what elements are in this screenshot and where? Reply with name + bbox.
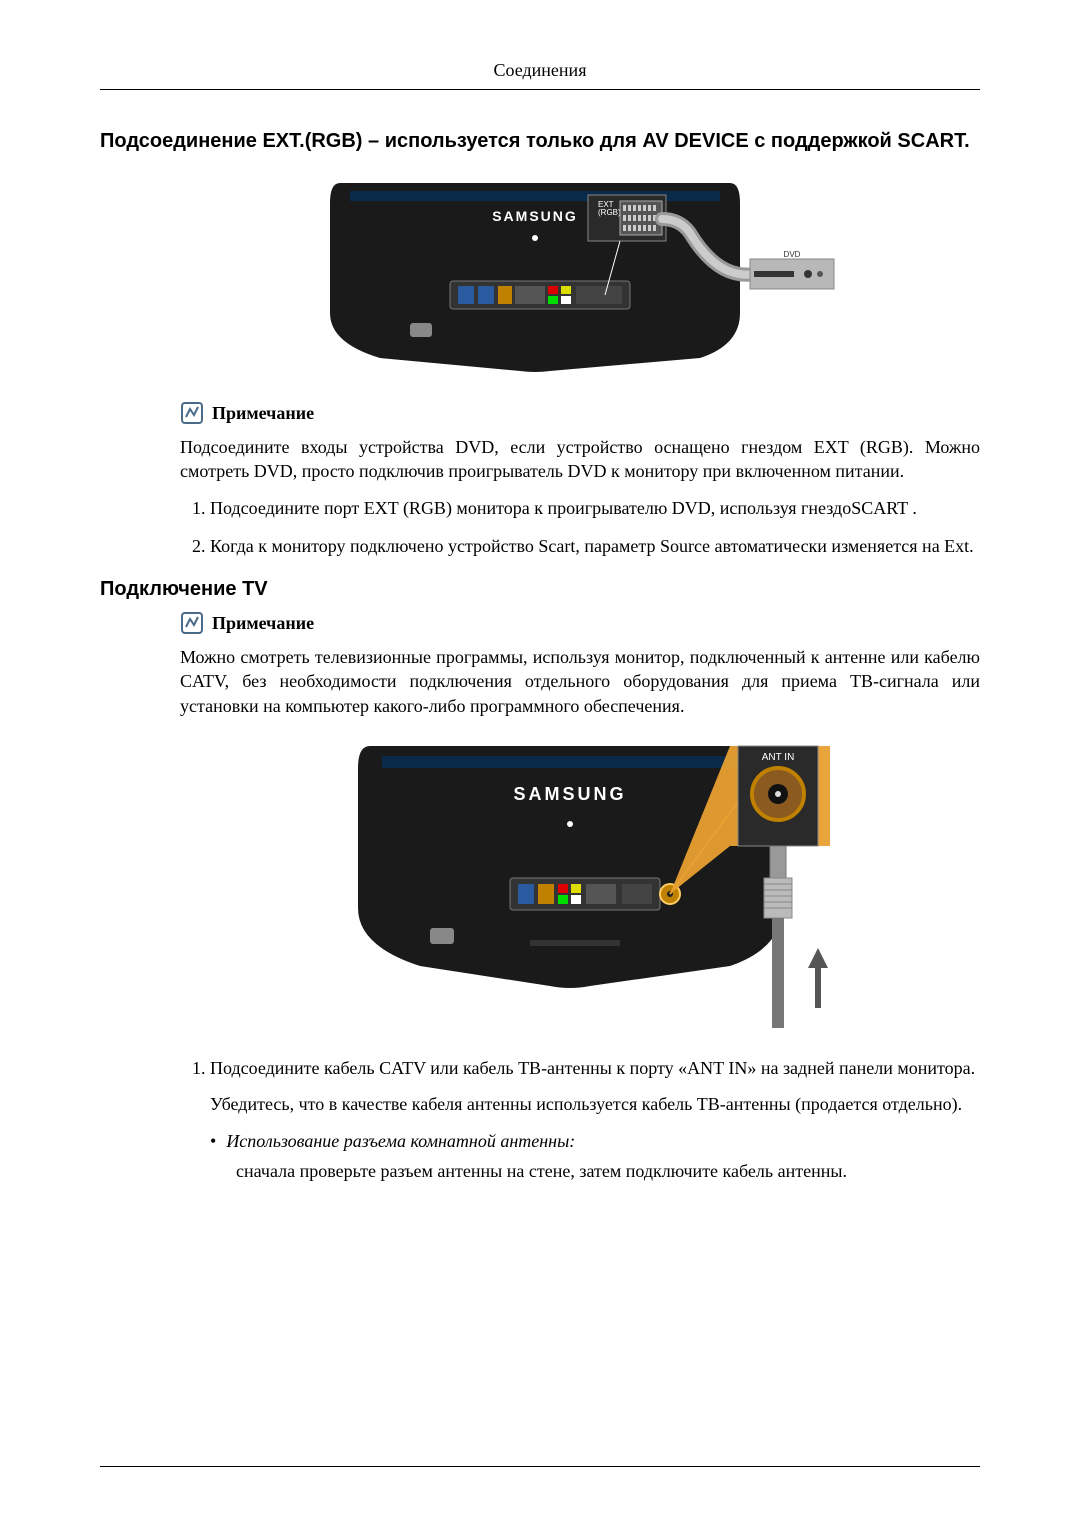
svg-text:(RGB): (RGB) <box>598 208 621 217</box>
dvd-label: DVD <box>784 250 801 259</box>
figure-tv: SAMSUNG <box>180 728 980 1038</box>
section2-list: Подсоедините кабель CATV или кабель ТВ-а… <box>180 1056 980 1183</box>
bullet-title: Использование разъема комнатной антенны: <box>226 1129 575 1153</box>
monitor-brand-label: SAMSUNG <box>492 208 578 224</box>
section2-item-1: Подсоедините кабель CATV или кабель ТВ-а… <box>210 1056 980 1183</box>
header-rule <box>100 89 980 90</box>
note-icon <box>180 611 204 635</box>
section1-item-2: Когда к монитору подключено устройство S… <box>210 534 980 558</box>
section2-item-1-sub: Убедитесь, что в качестве кабеля антенны… <box>210 1092 980 1116</box>
section1-list: Подсоедините порт EXT (RGB) монитора к п… <box>180 496 980 559</box>
monitor-brand-label-2: SAMSUNG <box>513 784 626 804</box>
note-label-1: Примечание <box>212 403 314 424</box>
bullet-body: сначала проверьте разъем антенны на стен… <box>236 1159 980 1183</box>
section2-paragraph: Можно смотреть телевизионные программы, … <box>180 645 980 718</box>
section1-heading: Подсоединение EXT.(RGB) – используется т… <box>100 130 980 153</box>
page-header: Соединения <box>100 60 980 81</box>
figure-ext-rgb: SAMSUNG EXT (RGB) <box>180 163 980 383</box>
section1-item-1: Подсоедините порт EXT (RGB) монитора к п… <box>210 496 980 520</box>
section2-heading: Подключение TV <box>100 578 980 601</box>
section1-paragraph: Подсоедините входы устройства DVD, если … <box>180 435 980 484</box>
bullet-dot: • <box>210 1129 216 1153</box>
ant-in-callout: ANT IN <box>762 752 795 763</box>
note-label-2: Примечание <box>212 613 314 634</box>
footer-rule <box>100 1466 980 1467</box>
note-icon <box>180 401 204 425</box>
section2-item-1-text: Подсоедините кабель CATV или кабель ТВ-а… <box>210 1058 975 1078</box>
